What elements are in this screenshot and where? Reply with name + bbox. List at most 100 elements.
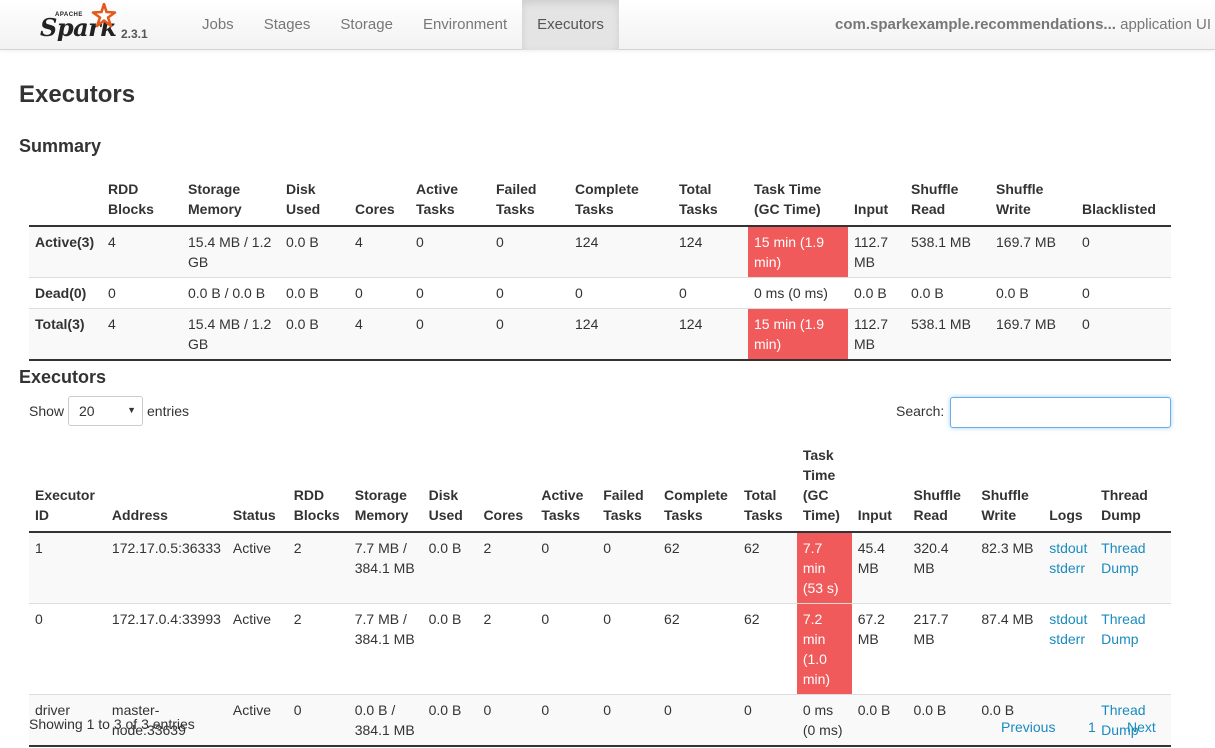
col-thread-dump[interactable]: Thread Dump <box>1095 441 1171 533</box>
summary-cell: 124 <box>673 308 748 361</box>
summary-col-shuffle-write[interactable]: Shuffle Write <box>990 175 1076 227</box>
col-task-time[interactable]: Task Time (GC Time) <box>796 441 852 533</box>
col-logs[interactable]: Logs <box>1043 441 1096 533</box>
col-failed-tasks[interactable]: Failed Tasks <box>597 441 659 533</box>
tab-jobs[interactable]: Jobs <box>202 16 234 33</box>
summary-cell: 112.7 MB <box>848 308 905 361</box>
search-input[interactable] <box>950 397 1171 428</box>
col-input[interactable]: Input <box>851 441 908 533</box>
summary-col-failed-tasks[interactable]: Failed Tasks <box>490 175 569 227</box>
summary-cell: 0 <box>349 277 410 309</box>
summary-cell: 0.0 B / 0.0 B <box>182 277 280 309</box>
summary-col-label[interactable] <box>29 175 102 227</box>
col-address[interactable]: Address <box>105 441 227 533</box>
summary-col-complete-tasks[interactable]: Complete Tasks <box>569 175 673 227</box>
summary-cell: 0 <box>673 277 748 309</box>
col-shuffle-write[interactable]: Shuffle Write <box>975 441 1044 533</box>
summary-cell: 15.4 MB / 1.2 GB <box>182 225 280 278</box>
executors-heading: Executors <box>19 367 107 387</box>
col-disk-used[interactable]: Disk Used <box>422 441 478 533</box>
col-cores[interactable]: Cores <box>477 441 536 533</box>
executor-address: master-node:33639 <box>105 694 227 747</box>
tab-environment[interactable]: Environment <box>422 16 508 33</box>
thread-dump-link[interactable]: Thread Dump <box>1101 611 1146 647</box>
executor-logs: stdout stderr <box>1043 603 1096 695</box>
entries-label: entries <box>147 403 190 419</box>
summary-col-task-time[interactable]: Task Time (GC Time) <box>748 175 848 227</box>
summary-col-disk-used[interactable]: Disk Used <box>280 175 349 227</box>
summary-cell: 0.0 B <box>280 225 349 278</box>
stderr-link[interactable]: stderr <box>1049 560 1086 576</box>
summary-cell: 0.0 B <box>280 308 349 361</box>
executor-complete-tasks: 62 <box>658 603 738 695</box>
summary-col-input[interactable]: Input <box>848 175 905 227</box>
summary-task-time-cell: 15 min (1.9 min) <box>748 308 848 361</box>
stderr-link[interactable]: stderr <box>1049 631 1086 647</box>
spark-logo[interactable]: APACHE Spark 2.3.1 <box>38 2 153 46</box>
summary-cell: 0 <box>490 308 569 361</box>
col-complete-tasks[interactable]: Complete Tasks <box>658 441 738 533</box>
show-label: Show <box>29 403 65 419</box>
pager-next-button[interactable]: Next <box>1127 719 1156 735</box>
summary-cell: 0 <box>1076 277 1171 309</box>
executor-storage-memory: 7.7 MB / 384.1 MB <box>348 603 423 695</box>
col-status[interactable]: Status <box>226 441 288 533</box>
summary-col-rdd-blocks[interactable]: RDD Blocks <box>102 175 182 227</box>
summary-col-shuffle-read[interactable]: Shuffle Read <box>905 175 990 227</box>
summary-cell: 4 <box>102 308 182 361</box>
col-executor-id[interactable]: Executor ID <box>29 441 106 533</box>
executor-id: 0 <box>29 603 106 695</box>
summary-cell: 0.0 B <box>280 277 349 309</box>
col-shuffle-read[interactable]: Shuffle Read <box>907 441 976 533</box>
col-total-tasks[interactable]: Total Tasks <box>737 441 797 533</box>
pager-previous-button[interactable]: Previous <box>1001 719 1056 735</box>
summary-row-active: Active(3) 4 15.4 MB / 1.2 GB 0.0 B 4 0 0… <box>29 225 1171 278</box>
executor-total-tasks: 62 <box>737 603 797 695</box>
executor-address: 172.17.0.5:36333 <box>105 531 227 604</box>
executor-disk-used: 0.0 B <box>422 694 478 747</box>
executor-thread-dump: Thread Dump <box>1095 694 1171 747</box>
executor-task-time: 7.2 min (1.0 min) <box>796 603 852 695</box>
tab-executors[interactable]: Executors <box>522 0 619 50</box>
thread-dump-link[interactable]: Thread Dump <box>1101 702 1146 738</box>
thread-dump-link[interactable]: Thread Dump <box>1101 540 1146 576</box>
col-rdd-blocks[interactable]: RDD Blocks <box>287 441 349 533</box>
executor-shuffle-write: 0.0 B <box>975 694 1044 747</box>
summary-col-active-tasks[interactable]: Active Tasks <box>410 175 490 227</box>
summary-col-blacklisted[interactable]: Blacklisted <box>1076 175 1171 227</box>
summary-col-cores[interactable]: Cores <box>349 175 410 227</box>
summary-cell: 0 <box>490 225 569 278</box>
executor-active-tasks: 0 <box>535 694 598 747</box>
spark-star-icon <box>91 3 117 28</box>
col-storage-memory[interactable]: Storage Memory <box>348 441 423 533</box>
stdout-link[interactable]: stdout <box>1049 611 1088 627</box>
summary-cell: 0 <box>1076 225 1171 278</box>
summary-cell: 538.1 MB <box>905 308 990 361</box>
spark-version: 2.3.1 <box>121 27 148 41</box>
col-active-tasks[interactable]: Active Tasks <box>535 441 598 533</box>
summary-cell: 0.0 B <box>905 277 990 309</box>
summary-cell: 124 <box>569 225 673 278</box>
tab-stages[interactable]: Stages <box>263 16 311 33</box>
executor-cores: 0 <box>477 694 536 747</box>
summary-heading: Summary <box>19 136 102 156</box>
executor-input: 0.0 B <box>851 694 908 747</box>
executor-task-time: 7.7 min (53 s) <box>796 531 852 604</box>
stdout-link[interactable]: stdout <box>1049 540 1088 556</box>
table-row: 1 172.17.0.5:36333 Active 2 7.7 MB / 384… <box>29 531 1171 604</box>
pager-page-1-button[interactable]: 1 <box>1088 719 1096 735</box>
summary-cell: 0 <box>102 277 182 309</box>
navbar: APACHE Spark 2.3.1 Jobs Stages Storage E… <box>0 0 1215 50</box>
summary-cell: 538.1 MB <box>905 225 990 278</box>
summary-col-storage-memory[interactable]: Storage Memory <box>182 175 280 227</box>
executor-rdd-blocks: 0 <box>287 694 349 747</box>
summary-cell: 0 <box>410 308 490 361</box>
executor-address: 172.17.0.4:33993 <box>105 603 227 695</box>
summary-col-total-tasks[interactable]: Total Tasks <box>673 175 748 227</box>
tab-storage[interactable]: Storage <box>340 16 393 33</box>
summary-cell: 4 <box>349 225 410 278</box>
page-size-select[interactable]: 20 ▼ <box>68 396 143 426</box>
table-row: 0 172.17.0.4:33993 Active 2 7.7 MB / 384… <box>29 603 1171 695</box>
executor-cores: 2 <box>477 603 536 695</box>
executor-total-tasks: 0 <box>737 694 797 747</box>
